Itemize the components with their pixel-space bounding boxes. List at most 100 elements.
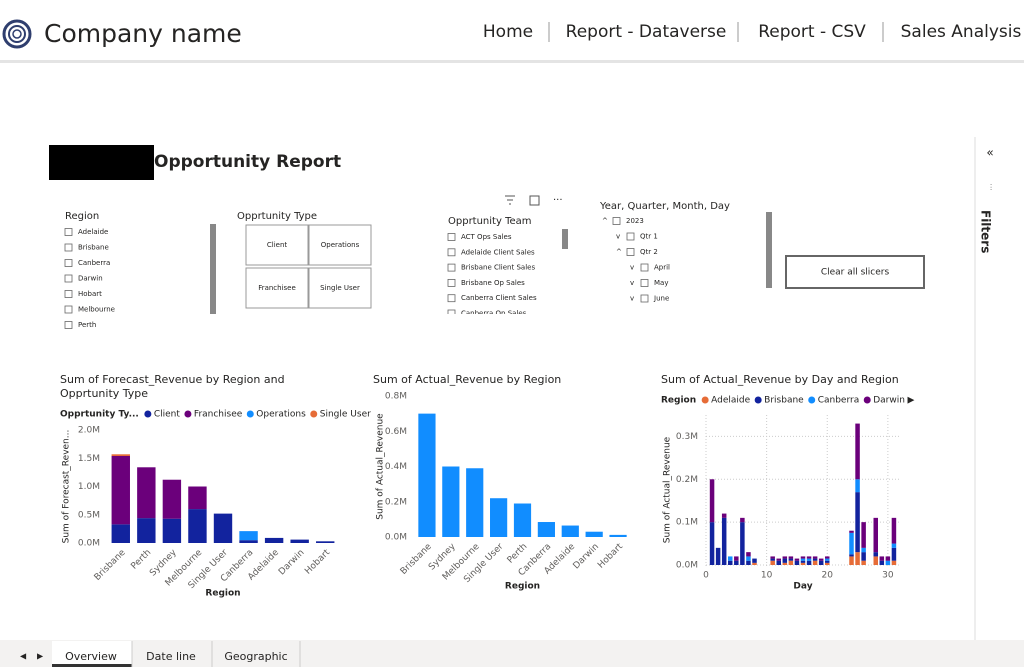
x-axis-title: Day — [793, 582, 812, 592]
bar-segment — [849, 554, 854, 557]
expand-chevron[interactable]: v — [630, 264, 634, 272]
legend-marker — [184, 410, 192, 418]
legend-label[interactable]: Darwin — [873, 396, 905, 406]
bar-segment — [788, 556, 794, 559]
checkbox[interactable] — [64, 243, 73, 252]
checkbox[interactable] — [612, 217, 621, 225]
checkbox[interactable] — [640, 263, 649, 272]
bar-segment — [709, 479, 715, 523]
svg-text:···: ··· — [553, 195, 563, 206]
bar-segment — [855, 423, 860, 480]
bar-segment — [825, 556, 830, 559]
expand-chevron[interactable]: v — [630, 279, 634, 287]
checkbox[interactable] — [640, 294, 649, 303]
slicer-tile[interactable] — [308, 267, 372, 309]
y-tick-label: 0.6M — [385, 427, 407, 437]
legend-label[interactable]: Franchisee — [194, 410, 243, 420]
bar-segment — [734, 556, 739, 561]
collapse-icon[interactable]: « — [986, 146, 993, 160]
tab-next[interactable]: ▶ — [37, 652, 44, 661]
slicer-item: Client — [267, 241, 288, 249]
bar-segment — [782, 556, 788, 559]
slicer-item: Darwin — [78, 275, 103, 283]
bar-segment — [873, 552, 878, 557]
checkbox[interactable] — [64, 259, 73, 267]
button-label: Clear all slicers — [821, 268, 890, 278]
x-tick-label: Hobart — [303, 547, 332, 576]
bar-segment — [855, 552, 860, 565]
x-axis-title: Region — [505, 582, 540, 592]
checkbox[interactable] — [447, 248, 456, 257]
bar-segment — [788, 558, 794, 561]
bar-segment — [812, 560, 818, 565]
bar-segment — [734, 560, 739, 565]
tab[interactable]: Overview — [65, 650, 117, 663]
bar — [609, 534, 627, 537]
bar-segment — [885, 560, 891, 565]
checkbox[interactable] — [447, 233, 456, 241]
checkbox[interactable] — [64, 228, 73, 236]
checkbox[interactable] — [64, 305, 73, 314]
expand-chevron[interactable]: ^ — [616, 248, 622, 256]
bar-segment — [239, 540, 258, 543]
x-tick-label: 30 — [882, 571, 894, 581]
bar-segment — [806, 558, 812, 561]
expand-chevron[interactable]: v — [616, 233, 620, 241]
nav-link[interactable]: Sales Analysis — [901, 22, 1022, 42]
checkbox[interactable] — [640, 279, 649, 287]
filters-label[interactable]: Filters — [979, 210, 993, 253]
scrollbar — [766, 212, 772, 288]
expand-chevron[interactable]: v — [630, 295, 634, 303]
slicer-tile[interactable] — [245, 224, 309, 266]
legend-label[interactable]: Operations — [256, 410, 306, 420]
legend-label[interactable]: Client — [154, 410, 181, 420]
expand-chevron[interactable]: ^ — [602, 217, 608, 225]
bar-segment — [721, 517, 727, 565]
tab[interactable]: Geographic — [224, 650, 287, 663]
legend-label[interactable]: Brisbane — [764, 396, 804, 406]
y-axis-title: Sum of Actual_Revenue — [376, 413, 386, 520]
nav-link[interactable]: Report - Dataverse — [566, 22, 727, 42]
bar-segment — [800, 556, 806, 559]
tab-prev[interactable]: ◀ — [20, 652, 27, 661]
checkbox[interactable] — [447, 278, 456, 287]
checkbox[interactable] — [447, 309, 456, 317]
checkbox[interactable] — [64, 274, 73, 283]
checkbox[interactable] — [447, 294, 456, 303]
bar-segment — [891, 543, 897, 548]
y-tick-label: 0.8M — [385, 392, 407, 402]
checkbox[interactable] — [447, 263, 456, 272]
tab[interactable]: Date line — [146, 650, 196, 663]
bar-segment — [782, 562, 788, 565]
legend-label[interactable]: Adelaide — [711, 396, 750, 406]
bar-segment — [873, 517, 878, 553]
slicer-item: Brisbane Client Sales — [461, 264, 535, 272]
slicer-tile[interactable] — [308, 224, 372, 266]
checkbox[interactable] — [626, 248, 635, 256]
legend-marker — [310, 410, 318, 418]
bar-segment — [812, 556, 818, 559]
checkbox[interactable] — [626, 232, 635, 241]
tab-underline — [52, 664, 132, 667]
legend-label[interactable]: Single User — [320, 410, 371, 420]
legend-marker — [246, 410, 254, 418]
checkbox[interactable] — [64, 321, 73, 329]
nav-link[interactable]: Home — [483, 22, 533, 42]
legend-next[interactable]: ▶ — [908, 396, 915, 406]
bar-segment — [111, 524, 130, 543]
logo — [2, 19, 32, 49]
slicer-item: Hobart — [78, 290, 102, 298]
bar-segment — [849, 530, 854, 533]
nav-link[interactable]: Report - CSV — [758, 22, 866, 42]
slicer-item: Canberra Op Sales — [461, 310, 527, 318]
y-tick-label: 0.0M — [385, 533, 407, 543]
bar-segment — [855, 479, 860, 493]
slicer-tile[interactable] — [245, 267, 309, 309]
bar-segment — [861, 560, 866, 565]
bar-segment — [752, 558, 757, 563]
legend-label[interactable]: Canberra — [818, 396, 860, 406]
checkbox[interactable] — [64, 290, 73, 298]
clear-slicers-button[interactable] — [785, 255, 925, 289]
